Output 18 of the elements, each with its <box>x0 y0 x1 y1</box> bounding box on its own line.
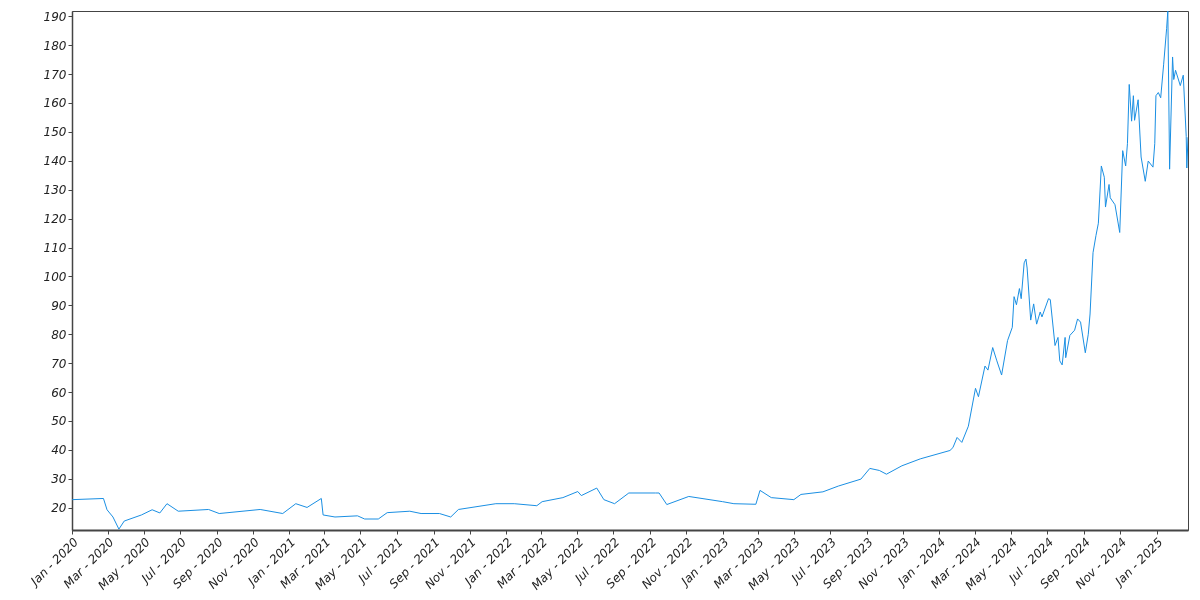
y-tick-label: 180 <box>43 38 67 53</box>
y-tick-label: 60 <box>51 385 67 400</box>
y-tick-label: 130 <box>43 183 67 198</box>
y-tick-label: 110 <box>43 241 67 256</box>
y-tick-label: 30 <box>51 472 67 487</box>
y-tick-label: 150 <box>43 125 67 140</box>
y-tick-label: 70 <box>51 356 67 371</box>
y-tick-label: 170 <box>43 67 67 82</box>
y-tick-label: 190 <box>43 9 67 24</box>
y-tick-label: 90 <box>51 298 67 313</box>
y-tick-label: 80 <box>51 327 67 342</box>
y-tick-label: 140 <box>43 154 67 169</box>
y-tick-label: 160 <box>43 96 67 111</box>
y-tick-label: 50 <box>51 414 67 429</box>
y-tick-label: 100 <box>43 269 67 284</box>
y-tick-label: 120 <box>43 212 67 227</box>
y-tick-label: 40 <box>51 443 67 458</box>
y-tick-label: 20 <box>51 501 67 516</box>
